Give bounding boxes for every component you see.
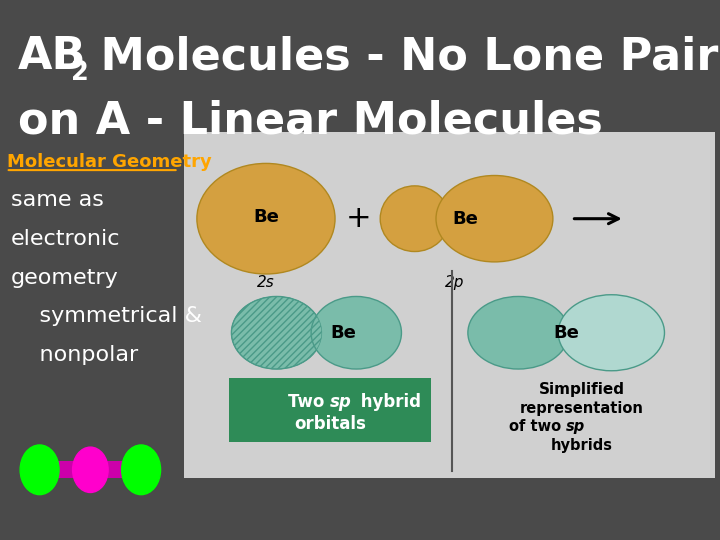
Ellipse shape [468,296,569,369]
Ellipse shape [311,296,402,369]
Text: Be: Be [553,324,579,342]
Text: electronic: electronic [11,228,120,249]
Text: +: + [346,204,372,233]
Ellipse shape [231,296,322,369]
Text: Simplified: Simplified [539,382,625,397]
Ellipse shape [380,186,449,252]
Text: Be: Be [253,208,279,226]
Text: AB: AB [18,35,86,78]
Polygon shape [55,461,77,478]
Circle shape [122,445,161,495]
Circle shape [73,447,108,492]
Polygon shape [104,461,126,478]
Text: Be: Be [452,210,478,228]
Text: hybrid: hybrid [355,393,420,411]
Text: orbitals: orbitals [294,415,366,433]
Circle shape [20,445,59,495]
Text: representation: representation [520,401,644,416]
Text: 2: 2 [71,60,89,86]
Text: on A - Linear Molecules: on A - Linear Molecules [18,100,603,143]
Text: sp: sp [566,419,585,434]
Bar [184,132,715,478]
Text: geometry: geometry [11,267,119,288]
Text: sp: sp [330,393,351,411]
Ellipse shape [197,164,335,274]
Bar [229,377,431,442]
Text: Two: Two [287,393,330,411]
Text: of two: of two [509,419,566,434]
Text: same as: same as [11,190,104,210]
Ellipse shape [558,295,665,371]
Text: 2p: 2p [445,275,464,290]
Text: 2s: 2s [257,275,275,290]
Text: Molecular Geometry: Molecular Geometry [7,153,212,171]
Text: symmetrical &: symmetrical & [11,306,202,327]
Text: Molecules - No Lone Pairs: Molecules - No Lone Pairs [85,35,720,78]
Text: nonpolar: nonpolar [11,345,138,366]
Text: Be: Be [330,324,356,342]
Ellipse shape [436,176,553,262]
Text: hybrids: hybrids [551,437,613,453]
